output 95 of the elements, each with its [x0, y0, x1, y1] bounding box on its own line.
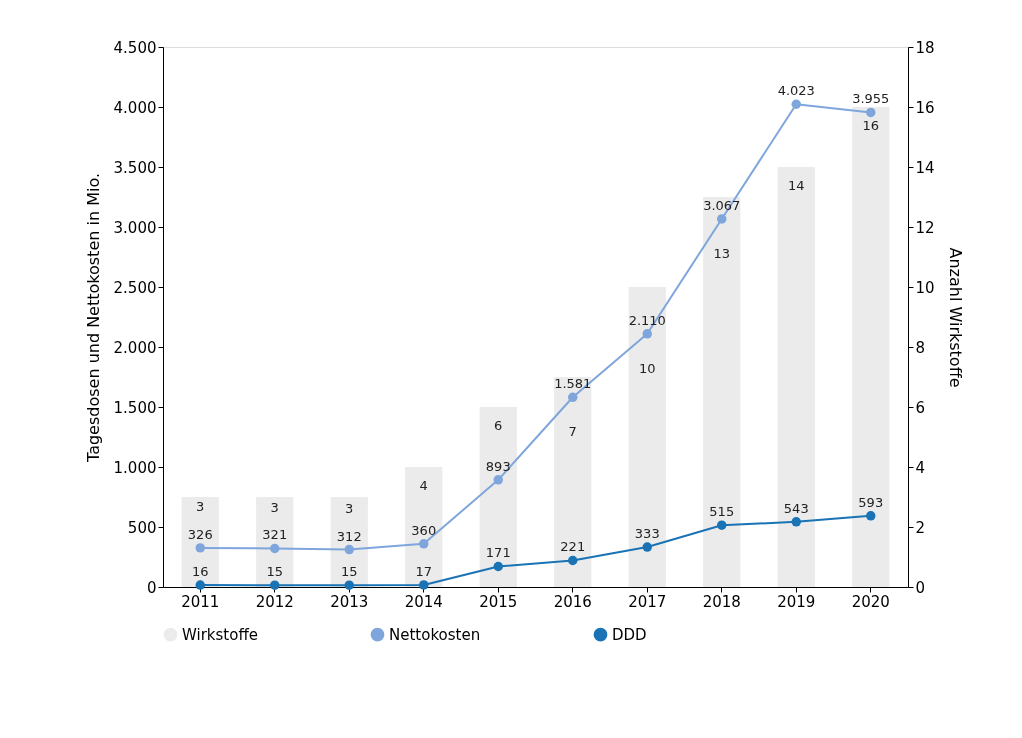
x-tick-label: 2013	[330, 592, 369, 611]
bar	[405, 467, 443, 587]
data-label: 3.067	[703, 197, 741, 213]
data-label: 3	[196, 499, 205, 515]
x-tick-label: 2018	[702, 592, 741, 611]
x-tick-label: 2020	[851, 592, 890, 611]
y2-tick-label: 16	[915, 98, 935, 117]
y-tick-label: 3.000	[113, 218, 157, 237]
point	[270, 543, 280, 554]
data-label: 326	[187, 526, 213, 542]
y2-tick-label: 14	[915, 158, 935, 177]
data-label: 360	[411, 522, 437, 538]
data-label: 4	[419, 477, 428, 493]
data-label: 3	[270, 499, 279, 515]
y-tick-label: 1.500	[113, 398, 157, 417]
legend-label: DDD	[612, 625, 647, 644]
data-label: 15	[266, 564, 284, 580]
point	[866, 511, 876, 521]
y-tick-label: 500	[127, 518, 157, 537]
data-label: 333	[634, 526, 660, 542]
bar	[852, 107, 890, 587]
y2-tick-label: 8	[915, 338, 926, 357]
point	[717, 520, 727, 530]
bar	[181, 497, 219, 587]
point	[642, 329, 652, 339]
point	[344, 580, 354, 590]
legend-label: Wirkstoffe	[182, 625, 258, 644]
y-tick-label: 2.000	[113, 338, 157, 357]
y-tick-label: 2.500	[113, 278, 157, 297]
point	[642, 542, 652, 552]
bar	[628, 287, 666, 587]
point	[791, 99, 801, 109]
point	[568, 555, 578, 566]
point	[791, 517, 801, 527]
legend-label: Nettokosten	[389, 625, 481, 644]
y2-axis-title: Anzahl Wirkstoffe	[945, 247, 965, 388]
data-label: 1.581	[554, 376, 592, 392]
y2-tick-label: 18	[915, 38, 935, 57]
point	[717, 214, 727, 224]
point	[419, 539, 429, 549]
bar	[479, 407, 517, 587]
data-label: 893	[485, 458, 511, 474]
data-label: 4.023	[777, 83, 815, 99]
data-label: 10	[638, 360, 656, 376]
y-tick-label: 1.000	[113, 458, 157, 477]
point	[493, 561, 503, 572]
point	[344, 544, 354, 555]
data-label: 17	[415, 563, 433, 579]
bar	[777, 167, 815, 587]
point	[195, 580, 205, 590]
point	[195, 543, 205, 553]
bar	[554, 377, 592, 587]
point	[270, 580, 280, 590]
data-label: 16	[191, 564, 209, 580]
bar	[256, 497, 294, 587]
y-tick-label: 0	[146, 578, 157, 597]
point	[493, 475, 503, 485]
y-tick-label: 4.500	[113, 38, 157, 57]
data-label: 2.110	[628, 312, 666, 328]
data-label: 515	[709, 504, 735, 520]
y2-tick-label: 0	[915, 578, 926, 597]
data-label: 321	[262, 527, 288, 543]
x-tick-label: 2014	[404, 592, 443, 611]
data-label: 171	[485, 545, 511, 561]
x-tick-label: 2017	[628, 592, 667, 611]
x-tick-label: 2016	[553, 592, 592, 611]
x-tick-label: 2015	[479, 592, 518, 611]
point	[568, 392, 578, 403]
y2-tick-label: 6	[915, 398, 926, 417]
data-label: 6	[494, 417, 503, 433]
data-label: 13	[713, 246, 731, 262]
y2-tick-label: 10	[915, 278, 935, 297]
data-label: 543	[783, 500, 809, 516]
data-label: 16	[862, 117, 880, 133]
bar	[703, 197, 741, 587]
y2-tick-label: 12	[915, 218, 935, 237]
data-label: 593	[858, 494, 884, 510]
y2-tick-label: 4	[915, 458, 926, 477]
data-label: 3	[345, 501, 354, 517]
y-tick-label: 3.500	[113, 158, 157, 177]
y-axis-title: Tagesdosen und Nettokosten in Mio.	[83, 173, 103, 463]
y-tick-label: 4.000	[113, 98, 157, 117]
point	[419, 580, 429, 590]
data-label: 15	[340, 564, 358, 580]
data-label: 3.955	[852, 91, 890, 107]
bar	[330, 497, 368, 587]
x-tick-label: 2019	[777, 592, 816, 611]
data-label: 7	[568, 424, 577, 440]
data-label: 14	[787, 177, 805, 193]
data-label: 221	[560, 539, 586, 555]
point	[866, 107, 876, 118]
x-tick-label: 2012	[255, 592, 294, 611]
data-label: 312	[336, 528, 362, 544]
x-tick-label: 2011	[181, 592, 220, 611]
y2-tick-label: 2	[915, 518, 926, 537]
